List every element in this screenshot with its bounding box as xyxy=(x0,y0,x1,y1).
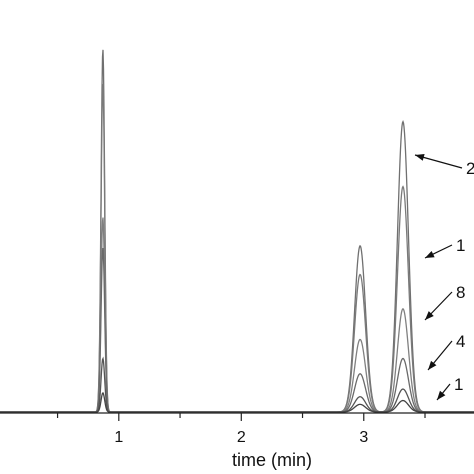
series-line-6 xyxy=(0,391,474,413)
annotation-label: 4 xyxy=(456,332,465,351)
series-layer xyxy=(0,49,474,413)
x-axis-ticks: 1 2 3 xyxy=(56,413,426,446)
x-axis-title: time (min) xyxy=(232,450,312,470)
annotation-label: 8 xyxy=(456,283,465,302)
annotation-label: 1 xyxy=(454,375,463,394)
series-line-4 xyxy=(0,247,474,413)
x-tick-label: 2 xyxy=(237,429,246,446)
series-line-1 xyxy=(0,49,474,413)
series-line-2 xyxy=(0,84,474,413)
annotation-layer: 2 1 8 4 1 xyxy=(414,154,474,401)
x-tick-label: 3 xyxy=(359,429,368,446)
series-line-5 xyxy=(0,356,474,413)
series-line-3 xyxy=(0,217,474,413)
annotation-arrowhead xyxy=(415,154,425,161)
annotation-arrowhead xyxy=(425,250,435,258)
annotation-arrowhead xyxy=(425,311,434,320)
annotation-label: 2 xyxy=(466,159,474,178)
annotation-label: 1 xyxy=(456,236,465,255)
x-tick-label: 1 xyxy=(114,429,123,446)
annotation-arrowhead xyxy=(437,390,446,400)
annotation-arrowhead xyxy=(428,360,437,370)
